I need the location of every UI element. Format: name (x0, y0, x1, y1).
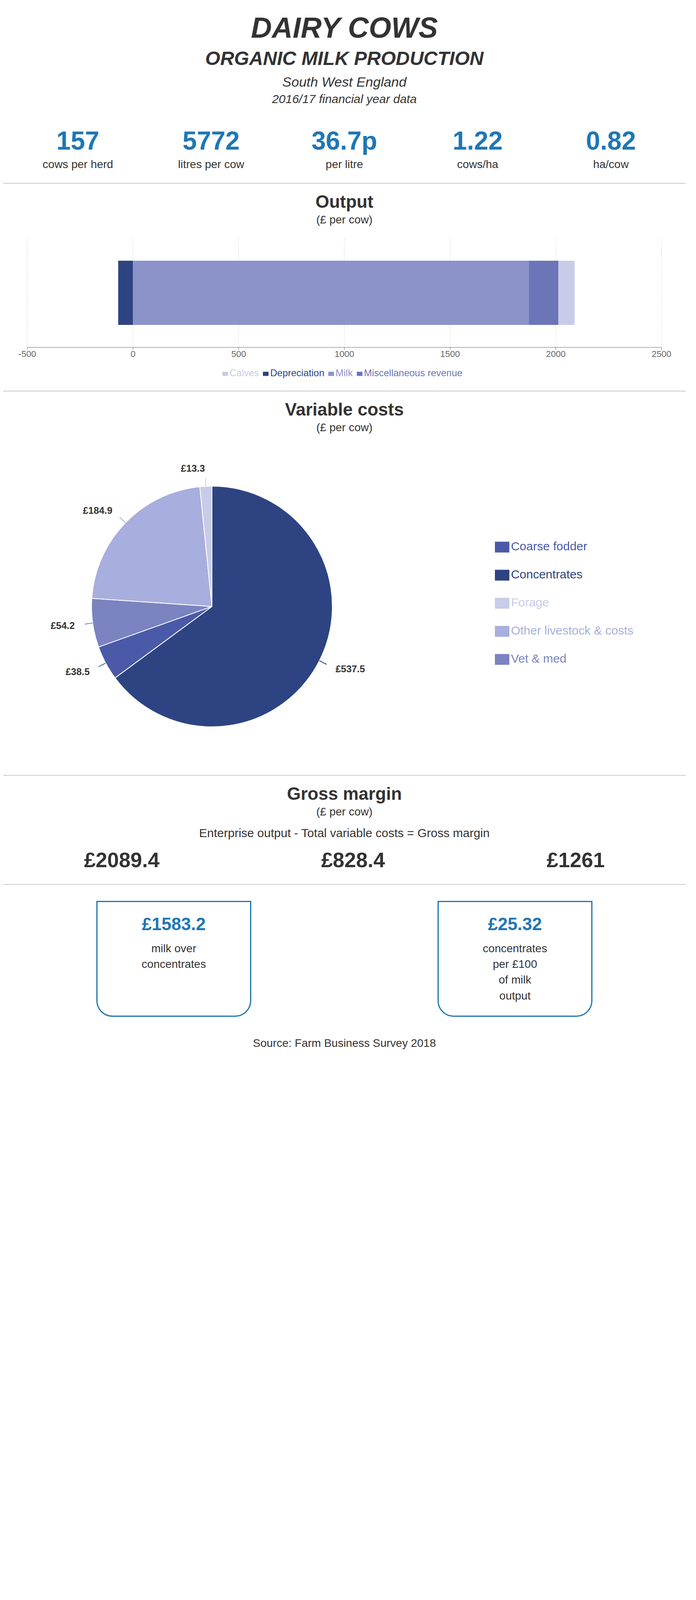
html-text:(£ per cow): (£ per cow) (316, 213, 373, 226)
svg-text:£38.5: £38.5 (65, 666, 90, 678)
html-text:£1583.2: £1583.2 (141, 914, 206, 935)
html-text:cows/ha: cows/ha (457, 158, 499, 171)
svg-text:2000: 2000 (545, 349, 566, 360)
html-text:Variable costs: Variable costs (284, 399, 404, 420)
html-text:£828.4: £828.4 (321, 848, 386, 873)
html-text:Gross margin: Gross margin (286, 784, 402, 804)
html-text:Coarse fodder: Coarse fodder (510, 539, 588, 554)
html-text:milk over concentrates: milk over concentrates (141, 942, 206, 972)
html-text:ORGANIC MILK PRODUCTION: ORGANIC MILK PRODUCTION (205, 47, 484, 70)
html-text:litres per cow: litres per cow (178, 158, 245, 171)
html-text:5772: 5772 (182, 126, 240, 156)
html-text:£1261: £1261 (546, 848, 605, 873)
html-text:Vet & med: Vet & med (510, 652, 567, 666)
html-text:ha/cow: ha/cow (593, 158, 629, 171)
html-text:36.7p: 36.7p (311, 126, 378, 156)
html-text:cows per herd: cows per herd (42, 158, 114, 171)
html-text:per litre: per litre (325, 158, 364, 171)
svg-text:£537.5: £537.5 (335, 663, 365, 675)
svg-text:-500: -500 (18, 349, 37, 360)
svg-text:£54.2: £54.2 (50, 620, 75, 632)
svg-text:2500: 2500 (651, 349, 672, 360)
svg-text:0: 0 (130, 349, 136, 360)
html-text:South West England: South West England (282, 74, 407, 90)
svg-text:1500: 1500 (440, 349, 460, 360)
html-text:concentrates per £100 of milk: concentrates per £100 of milk output (482, 942, 548, 1003)
html-text:Milk: Milk (335, 367, 353, 379)
html-text:(£ per cow): (£ per cow) (316, 421, 373, 434)
svg-text:£13.3: £13.3 (181, 463, 206, 475)
html-text:Forage: Forage (510, 596, 550, 610)
svg-text:1000: 1000 (334, 349, 355, 360)
html-text:Source: Farm Business Survey 2: Source: Farm Business Survey 2018 (252, 1037, 436, 1050)
html-text:£25.32: £25.32 (487, 914, 542, 935)
html-text:Enterprise output - Total vari: Enterprise output - Total variable costs… (199, 826, 490, 841)
html-text:2016/17 financial year data: 2016/17 financial year data (272, 92, 417, 106)
html-text:Calves: Calves (229, 367, 259, 379)
html-text:Concentrates: Concentrates (510, 567, 583, 582)
svg-text:£184.9: £184.9 (83, 505, 113, 517)
html-text:£2089.4: £2089.4 (84, 848, 160, 873)
html-text:157: 157 (56, 126, 100, 156)
html-text:1.22: 1.22 (452, 126, 503, 156)
svg-text:500: 500 (231, 349, 247, 360)
html-text:Output: Output (315, 191, 374, 212)
html-text:Other livestock & costs: Other livestock & costs (510, 624, 634, 638)
html-text:DAIRY COWS: DAIRY COWS (250, 11, 438, 44)
html-text:Depreciation: Depreciation (270, 367, 325, 379)
html-text:Miscellaneous revenue: Miscellaneous revenue (363, 367, 463, 379)
html-text:(£ per cow): (£ per cow) (316, 805, 373, 819)
html-text:0.82: 0.82 (585, 126, 636, 156)
